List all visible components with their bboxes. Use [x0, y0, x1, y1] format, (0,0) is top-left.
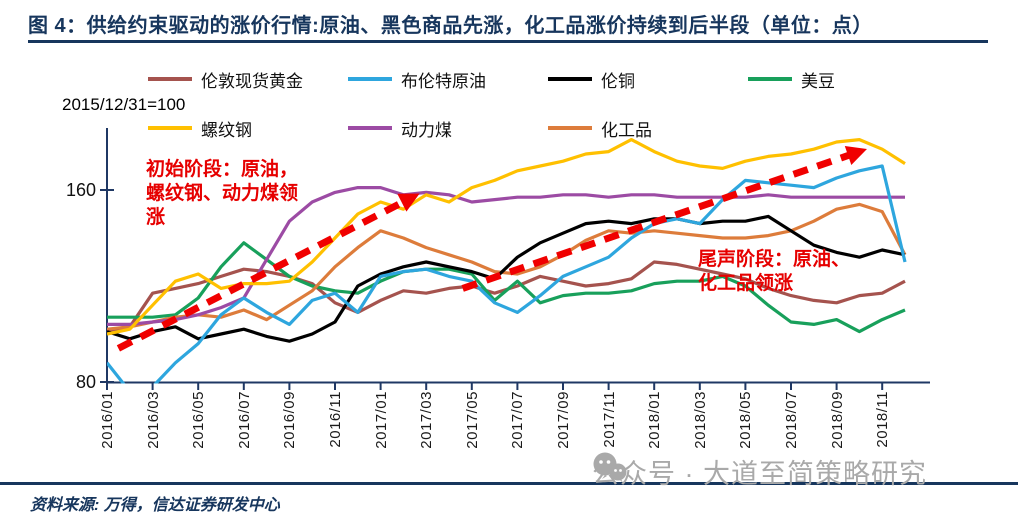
x-tick-label: 2016/05: [190, 391, 208, 449]
trend-arrow-1: [116, 193, 420, 352]
x-tick-label: 2017/01: [372, 391, 390, 449]
trend-arrow-2: [461, 146, 867, 292]
index-base-note: 2015/12/31=100: [62, 95, 186, 114]
x-tick-label: 2016/11: [327, 391, 344, 448]
x-tick-label: 2017/07: [509, 391, 527, 449]
y-tick-label-160: 160: [65, 180, 96, 200]
legend-item-美豆: 美豆: [748, 68, 835, 91]
legend-label: 螺纹钢: [201, 120, 252, 140]
x-tick-label: 2017/11: [600, 391, 618, 448]
footer-divider: [0, 482, 1018, 485]
legend-label: 美豆: [801, 71, 835, 91]
x-tick-label: 2017/05: [463, 391, 481, 449]
x-tick-label: 2018/09: [828, 391, 846, 449]
legend-label: 布伦特原油: [401, 71, 486, 91]
legend-swatch: [348, 77, 392, 81]
x-tick-label: 2016/07: [235, 391, 253, 449]
legend-label: 伦敦现货黄金: [201, 71, 303, 91]
legend-label: 化工品: [601, 120, 652, 140]
legend-swatch: [548, 77, 592, 81]
x-tick-label: 2018/07: [783, 391, 800, 449]
x-tick-label: 2018/11: [874, 391, 892, 448]
series-line-伦铜: [107, 214, 906, 343]
legend-item-伦敦现货黄金: 伦敦现货黄金: [148, 68, 303, 91]
legend-label: 伦铜: [601, 71, 635, 91]
x-tick-label: 2016/09: [281, 391, 299, 449]
legend-swatch: [148, 126, 192, 130]
x-tick-label: 2016/01: [99, 391, 116, 449]
wechat-icon: [593, 452, 627, 483]
legend-item-伦铜: 伦铜: [548, 68, 635, 91]
series-line-美豆: [107, 241, 906, 334]
x-tick-label: 2016/03: [144, 391, 162, 449]
figure-title: 图 4：供给约束驱动的涨价行情:原油、黑色商品先涨，化工品涨价持续到后半段（单位…: [28, 15, 873, 37]
y-tick-label-80: 80: [75, 372, 96, 392]
x-tick-label: 2017/09: [555, 391, 572, 449]
legend-item-动力煤: 动力煤: [348, 117, 452, 140]
annotation-initial-stage: 初始阶段：原油， 螺纹钢、动力煤领 涨: [146, 159, 299, 228]
legend-item-布伦特原油: 布伦特原油: [348, 68, 486, 91]
x-tick-label: 2017/03: [418, 391, 436, 449]
legend-item-螺纹钢: 螺纹钢: [148, 117, 252, 140]
legend-swatch: [348, 126, 392, 130]
legend-swatch: [548, 126, 592, 130]
title-divider: [28, 40, 988, 43]
annotation-final-stage: 尾声阶段：原油、 化工品领涨: [698, 249, 851, 294]
source-note: 资料来源: 万得，信达证券研发中心: [30, 497, 280, 514]
x-tick-label: 2018/03: [691, 391, 709, 449]
legend-swatch: [148, 77, 192, 81]
legend-label: 动力煤: [401, 120, 452, 140]
x-tick-label: 2018/05: [737, 391, 755, 449]
watermark-text: 公众号 · 大道至简策略研究: [592, 459, 927, 489]
x-tick-label: 2018/01: [646, 391, 664, 449]
watermark: 公众号 · 大道至简策略研究: [592, 452, 927, 491]
legend-swatch: [748, 77, 792, 81]
series-line-化工品: [107, 202, 907, 331]
legend-item-化工品: 化工品: [548, 117, 652, 140]
